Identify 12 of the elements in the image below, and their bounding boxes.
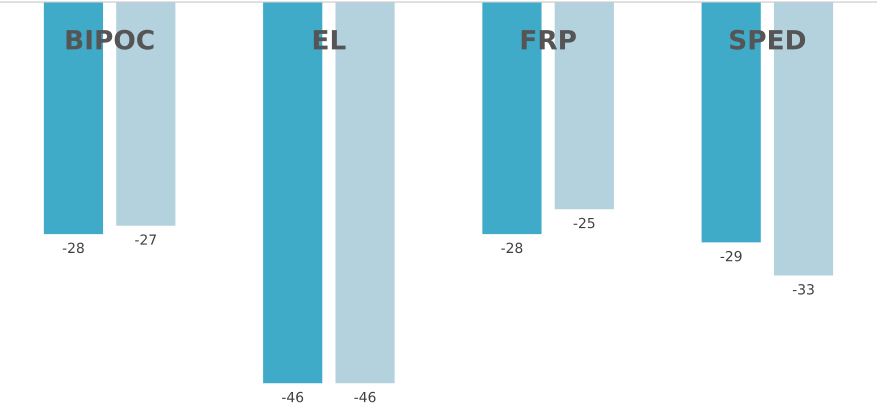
data-label: -46	[354, 392, 376, 402]
data-label: -28	[501, 242, 522, 254]
data-label: -25	[574, 218, 594, 228]
data-label: -46	[282, 392, 304, 402]
data-label: -33	[792, 284, 814, 295]
x-tick-label: BIPOC	[66, 30, 154, 50]
x-tick-label: SPED	[730, 30, 806, 50]
data-label: -28	[62, 242, 84, 254]
x-tick-label: FRP	[522, 30, 576, 50]
x-tick-label: EL	[314, 30, 346, 50]
data-label: -27	[135, 234, 156, 245]
data-label: -29	[720, 250, 742, 262]
